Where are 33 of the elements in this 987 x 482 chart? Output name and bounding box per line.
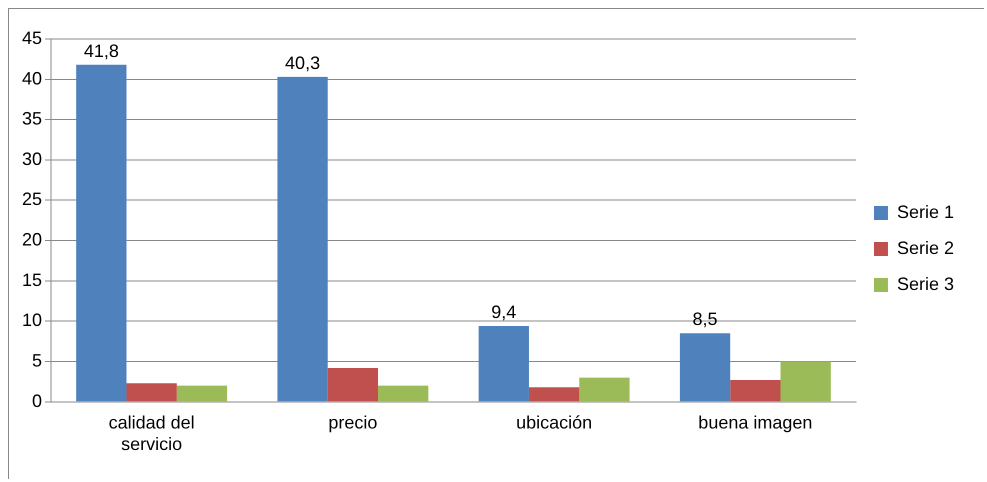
bar xyxy=(478,326,529,402)
legend-label: Serie 3 xyxy=(896,274,954,294)
y-tick-label: 15 xyxy=(22,270,42,290)
legend-label: Serie 1 xyxy=(896,202,954,222)
bar xyxy=(579,378,630,402)
x-tick-label: ubicación xyxy=(516,412,592,433)
y-tick-label: 30 xyxy=(22,148,42,169)
y-tick-label: 0 xyxy=(32,390,42,411)
x-tick-label: precio xyxy=(328,412,378,433)
data-label: 40,3 xyxy=(285,52,320,73)
y-tick-label: 25 xyxy=(22,189,42,210)
y-tick-label: 40 xyxy=(22,68,42,88)
y-tick-label: 45 xyxy=(22,28,42,48)
bar xyxy=(277,76,328,402)
data-label: 41,8 xyxy=(84,40,119,61)
y-tick-label: 10 xyxy=(22,310,42,330)
x-tick-label: buena imagen xyxy=(698,412,812,433)
x-tick-label: calidad del servicio xyxy=(108,412,195,454)
bar xyxy=(126,383,177,402)
y-tick-label: 20 xyxy=(22,230,42,250)
bar xyxy=(780,361,831,402)
data-label: 8,5 xyxy=(692,309,718,330)
bar xyxy=(680,333,730,402)
y-tick-label: 5 xyxy=(32,350,42,370)
bar xyxy=(176,386,228,402)
bar xyxy=(730,380,781,402)
legend-label: Serie 2 xyxy=(896,238,954,258)
bar xyxy=(328,368,378,402)
bar xyxy=(76,64,126,402)
data-label: 9,4 xyxy=(491,302,516,322)
bar xyxy=(528,387,580,402)
y-tick-label: 35 xyxy=(22,108,42,129)
bar xyxy=(378,386,428,402)
